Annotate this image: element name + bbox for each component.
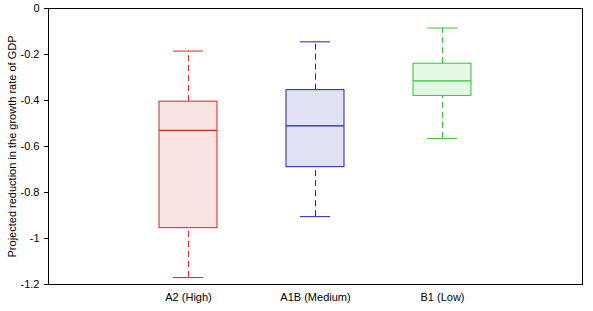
svg-text:-0.8: -0.8 bbox=[21, 186, 40, 198]
svg-text:-1.2: -1.2 bbox=[21, 278, 40, 290]
svg-text:-0.6: -0.6 bbox=[21, 140, 40, 152]
svg-text:-1: -1 bbox=[30, 232, 40, 244]
svg-text:A2 (High): A2 (High) bbox=[165, 291, 211, 303]
svg-text:A1B (Medium): A1B (Medium) bbox=[280, 291, 350, 303]
svg-text:B1 (Low): B1 (Low) bbox=[420, 291, 464, 303]
svg-text:-0.2: -0.2 bbox=[21, 48, 40, 60]
svg-text:Projected reduction in the gro: Projected reduction in the growth rate o… bbox=[6, 36, 18, 258]
svg-text:0: 0 bbox=[33, 2, 39, 14]
svg-text:-0.4: -0.4 bbox=[21, 94, 40, 106]
